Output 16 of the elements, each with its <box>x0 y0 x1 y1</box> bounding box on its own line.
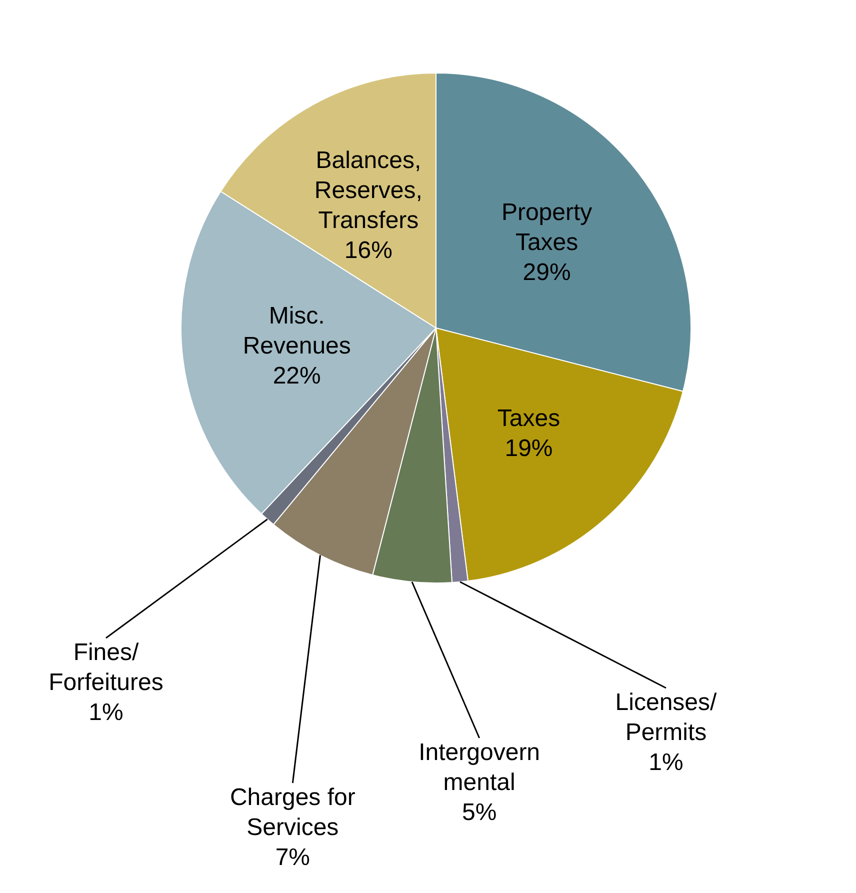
data-label: 29% <box>522 259 571 286</box>
data-label: 22% <box>272 362 321 390</box>
data-label: 19% <box>504 435 553 462</box>
slice-label: Charges for Services <box>230 784 356 841</box>
data-label: 5% <box>462 799 497 826</box>
data-label: 7% <box>275 844 310 871</box>
slice-label: Balances, Reserves, Transfers <box>314 147 422 234</box>
slice-label: Fines/ Forfeitures <box>48 639 164 696</box>
data-label: 16% <box>344 237 392 264</box>
slice-label: Intergovern mental <box>418 739 540 796</box>
data-label: 1% <box>648 749 684 776</box>
slice-label: Licenses/ Permits <box>615 689 718 746</box>
data-label: 1% <box>88 699 124 726</box>
slice-label: Misc. Revenues <box>242 302 351 360</box>
slice-label: Property Taxes <box>501 199 592 256</box>
slice-label: Taxes <box>497 405 560 432</box>
